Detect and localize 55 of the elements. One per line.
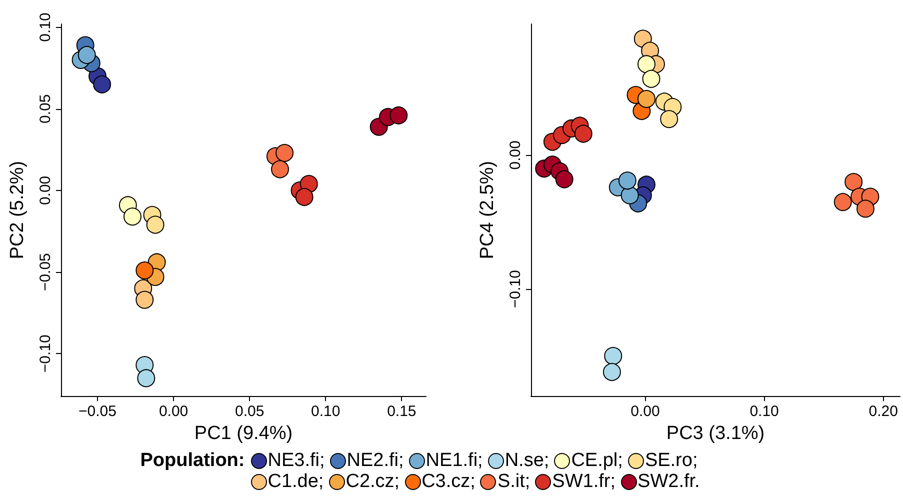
point [146, 216, 164, 234]
point [834, 193, 852, 212]
legend-label: SE.ro; [644, 450, 698, 471]
x-tick-label: 0.15 [387, 403, 416, 420]
y-tick-label: −0.05 [37, 253, 54, 292]
point [574, 124, 592, 143]
x-tick-label: −0.05 [78, 403, 116, 420]
legend-label: NE3.fi; [268, 450, 325, 471]
point [78, 46, 96, 64]
point [271, 160, 289, 178]
x-tick-label: 0.20 [868, 403, 898, 420]
legend-label: NE2.fi; [346, 450, 404, 471]
y-tick-label: 0.10 [37, 12, 54, 42]
legend-label: N.se; [504, 450, 550, 471]
point [637, 55, 656, 74]
point [618, 172, 636, 190]
x-tick-label: 0.10 [750, 403, 779, 420]
legend-label: SW1.fr; [552, 471, 616, 492]
point [136, 290, 154, 309]
x-tick-label: 0.00 [630, 403, 660, 420]
point [93, 75, 112, 94]
legend-label: C1.de; [268, 471, 324, 492]
legend-label: S.it; [497, 471, 530, 492]
point [555, 170, 574, 188]
x-axis-title: PC1 (9.4%) [194, 423, 293, 444]
point [604, 346, 622, 365]
y-tick-label: −0.10 [37, 334, 54, 373]
point [137, 369, 156, 388]
legend-label: SW2.fr. [638, 471, 700, 492]
y-axis-title: PC4 (2.5%) [477, 160, 498, 260]
x-tick-label: 0.10 [311, 403, 340, 420]
point [620, 186, 639, 204]
point [637, 90, 656, 108]
x-tick-label: 0.05 [234, 403, 264, 420]
y-tick-label: 0.00 [37, 176, 54, 206]
point [123, 208, 142, 226]
legend-title: Population: [140, 450, 245, 473]
legend-label: C2.cz; [346, 471, 400, 492]
point [856, 200, 874, 218]
y-axis-title: PC2 (5.2%) [7, 160, 28, 260]
point [276, 144, 294, 162]
legend-label: NE1.fi; [426, 450, 483, 471]
point [660, 110, 678, 128]
legend-label: CE.pl; [571, 450, 623, 471]
point [136, 261, 154, 280]
legend-label: C3.cz; [422, 471, 476, 492]
point [844, 172, 863, 191]
point [602, 363, 621, 381]
x-tick-label: 0.00 [158, 403, 188, 420]
point [390, 106, 408, 124]
point [642, 70, 660, 88]
y-tick-label: −0.10 [507, 270, 524, 308]
y-tick-label: 0.05 [37, 94, 54, 124]
x-axis-title: PC3 (3.1%) [666, 423, 765, 444]
point [295, 188, 314, 206]
